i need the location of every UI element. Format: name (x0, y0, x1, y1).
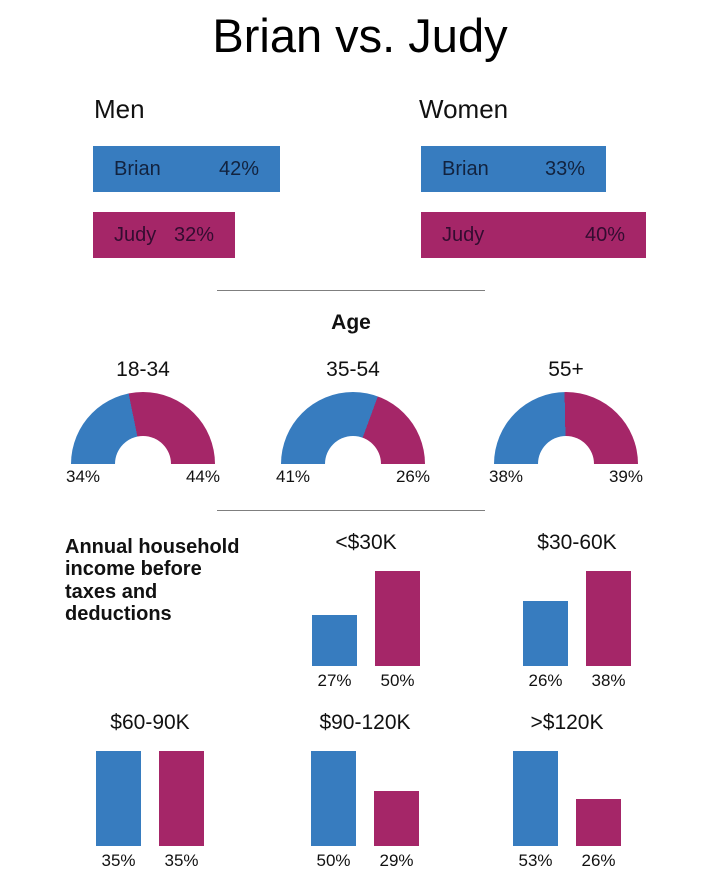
brian-value-label: 35% (101, 851, 136, 870)
judy-bar (576, 799, 621, 846)
judy-value-label: 29% (379, 851, 414, 870)
age-semicircle-donut (71, 392, 215, 464)
income-bar-pair (502, 561, 652, 666)
bar-pct-label: 40% (584, 223, 625, 246)
income-bar-pair (290, 741, 440, 846)
income-chart: >$120K 53% 26% (492, 711, 642, 871)
bar-pct-label: 33% (544, 157, 585, 180)
age-category-label: 18-34 (116, 358, 170, 381)
women-section-heading: Women (419, 94, 509, 124)
income-category-label: $90-120K (319, 711, 411, 734)
brian-pct-label: 38% (489, 467, 524, 486)
age-category-label: 35-54 (326, 358, 380, 381)
income-chart: $30-60K 26% 38% (502, 531, 652, 691)
brian-value-label: 26% (528, 671, 563, 690)
women-judy-bar: Judy 40% (421, 212, 646, 258)
brian-bar (523, 601, 568, 666)
women-brian-bar: Brian 33% (421, 146, 606, 192)
judy-bar (375, 571, 420, 666)
judy-pct-label: 44% (185, 467, 220, 486)
income-category-label: <$30K (335, 531, 397, 554)
income-category-label: $30-60K (537, 531, 617, 554)
brian-bar (311, 751, 356, 846)
brian-pct-label: 41% (276, 467, 311, 486)
age-semicircle-donut (281, 392, 425, 464)
brian-value-label: 27% (317, 671, 352, 690)
judy-value-label: 26% (581, 851, 616, 870)
section-divider (217, 290, 485, 291)
age-donut-chart: 55+ 38% 39% (486, 358, 646, 487)
income-bar-pair (492, 741, 642, 846)
judy-bar (159, 751, 204, 846)
men-bars-group: Brian 42% Judy 32% (93, 146, 280, 278)
income-section-title: Annual household income before taxes and… (65, 536, 240, 626)
bar-pct-label: 32% (173, 223, 214, 246)
men-section-heading: Men (94, 94, 145, 124)
age-category-label: 55+ (548, 358, 584, 381)
income-bar-pair (291, 561, 441, 666)
section-divider (217, 510, 485, 511)
bar-name-label: Judy (442, 223, 485, 246)
judy-pct-label: 39% (608, 467, 643, 486)
donut-hole (538, 436, 594, 464)
income-chart: $90-120K 50% 29% (290, 711, 440, 871)
donut-value-labels: 41% 26% (276, 467, 430, 487)
age-donut-chart: 18-34 34% 44% (63, 358, 223, 487)
age-section-title: Age (331, 311, 371, 334)
bar-name-label: Brian (442, 157, 489, 180)
income-category-label: >$120K (530, 711, 604, 734)
income-value-labels: 35% 35% (75, 851, 225, 871)
judy-value-label: 35% (164, 851, 199, 870)
age-semicircle-donut (494, 392, 638, 464)
brian-bar (96, 751, 141, 846)
judy-pct-label: 26% (395, 467, 430, 486)
bar-name-label: Judy (114, 223, 157, 246)
men-judy-bar: Judy 32% (93, 212, 235, 258)
income-value-labels: 53% 26% (492, 851, 642, 871)
brian-bar (312, 615, 357, 666)
brian-value-label: 50% (316, 851, 351, 870)
judy-value-label: 50% (380, 671, 415, 690)
age-donut-chart: 35-54 41% 26% (273, 358, 433, 487)
income-bar-pair (75, 741, 225, 846)
income-value-labels: 50% 29% (290, 851, 440, 871)
income-value-labels: 26% 38% (502, 671, 652, 691)
women-bars-group: Brian 33% Judy 40% (421, 146, 646, 278)
income-category-label: $60-90K (110, 711, 190, 734)
judy-bar (374, 791, 419, 846)
donut-value-labels: 38% 39% (489, 467, 643, 487)
brian-pct-label: 34% (66, 467, 101, 486)
income-value-labels: 27% 50% (291, 671, 441, 691)
donut-value-labels: 34% 44% (66, 467, 220, 487)
judy-bar (586, 571, 631, 666)
brian-bar (513, 751, 558, 846)
donut-hole (115, 436, 171, 464)
income-chart: $60-90K 35% 35% (75, 711, 225, 871)
income-chart: <$30K 27% 50% (291, 531, 441, 691)
brian-value-label: 53% (518, 851, 553, 870)
bar-pct-label: 42% (218, 157, 259, 180)
judy-value-label: 38% (591, 671, 626, 690)
donut-hole (325, 436, 381, 464)
bar-name-label: Brian (114, 157, 161, 180)
men-brian-bar: Brian 42% (93, 146, 280, 192)
page-title: Brian vs. Judy (212, 9, 508, 62)
